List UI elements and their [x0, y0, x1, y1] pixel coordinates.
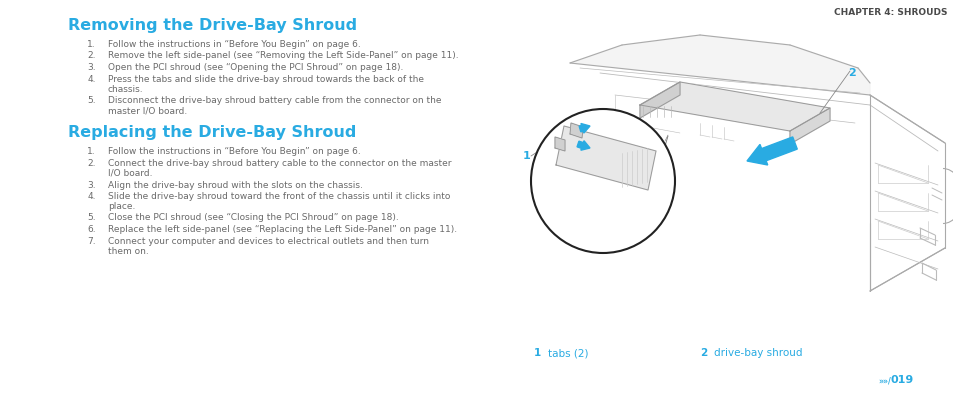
Text: Press the tabs and slide the drive-bay shroud towards the back of the: Press the tabs and slide the drive-bay s…	[108, 75, 423, 83]
Text: 6.: 6.	[88, 225, 96, 234]
Text: 4.: 4.	[88, 75, 96, 83]
Polygon shape	[639, 82, 679, 118]
FancyArrow shape	[746, 137, 797, 165]
Text: Slide the drive-bay shroud toward the front of the chassis until it clicks into: Slide the drive-bay shroud toward the fr…	[108, 192, 450, 201]
Text: I/O board.: I/O board.	[108, 169, 152, 178]
Text: Removing the Drive-Bay Shroud: Removing the Drive-Bay Shroud	[68, 18, 356, 33]
Text: 3.: 3.	[88, 181, 96, 189]
Text: Follow the instructions in “Before You Begin” on page 6.: Follow the instructions in “Before You B…	[108, 40, 360, 49]
Text: CHAPTER 4: SHROUDS: CHAPTER 4: SHROUDS	[834, 8, 947, 17]
Text: Close the PCI shroud (see “Closing the PCI Shroud” on page 18).: Close the PCI shroud (see “Closing the P…	[108, 214, 398, 222]
Text: Disconnect the drive-bay shroud battery cable from the connector on the: Disconnect the drive-bay shroud battery …	[108, 96, 441, 105]
Text: Replace the left side-panel (see “Replacing the Left Side-Panel” on page 11).: Replace the left side-panel (see “Replac…	[108, 225, 456, 234]
Text: 1.: 1.	[88, 147, 96, 156]
Text: 7.: 7.	[88, 237, 96, 245]
Polygon shape	[639, 82, 829, 131]
Text: drive-bay shroud: drive-bay shroud	[713, 348, 801, 358]
Text: 2.: 2.	[88, 159, 96, 168]
Polygon shape	[569, 123, 582, 138]
Polygon shape	[556, 126, 656, 190]
Text: 2: 2	[847, 68, 855, 78]
Circle shape	[531, 109, 675, 253]
Text: 1: 1	[521, 151, 530, 161]
Text: Replacing the Drive-Bay Shroud: Replacing the Drive-Bay Shroud	[68, 125, 356, 141]
Text: them on.: them on.	[108, 247, 149, 256]
FancyArrow shape	[577, 141, 589, 150]
Text: Connect your computer and devices to electrical outlets and then turn: Connect your computer and devices to ele…	[108, 237, 429, 245]
Text: 1.: 1.	[88, 40, 96, 49]
Text: 5.: 5.	[88, 214, 96, 222]
Text: 019: 019	[890, 375, 913, 385]
Text: master I/O board.: master I/O board.	[108, 106, 187, 115]
Text: Connect the drive-bay shroud battery cable to the connector on the master: Connect the drive-bay shroud battery cab…	[108, 159, 451, 168]
Text: 4.: 4.	[88, 192, 96, 201]
Text: Follow the instructions in “Before You Begin” on page 6.: Follow the instructions in “Before You B…	[108, 147, 360, 156]
Text: chassis.: chassis.	[108, 85, 144, 93]
Text: tabs (2): tabs (2)	[547, 348, 588, 358]
Polygon shape	[569, 35, 869, 95]
Text: 5.: 5.	[88, 96, 96, 105]
Text: 2.: 2.	[88, 52, 96, 60]
Text: »»/: »»/	[877, 376, 890, 385]
Polygon shape	[555, 137, 564, 151]
Text: Align the drive-bay shroud with the slots on the chassis.: Align the drive-bay shroud with the slot…	[108, 181, 362, 189]
Text: Open the PCI shroud (see “Opening the PCI Shroud” on page 18).: Open the PCI shroud (see “Opening the PC…	[108, 63, 403, 72]
Text: 3.: 3.	[88, 63, 96, 72]
Text: 2: 2	[700, 348, 706, 358]
Text: 1: 1	[534, 348, 540, 358]
Text: place.: place.	[108, 202, 135, 211]
FancyArrow shape	[578, 123, 589, 133]
Text: Remove the left side-panel (see “Removing the Left Side-Panel” on page 11).: Remove the left side-panel (see “Removin…	[108, 52, 458, 60]
Polygon shape	[789, 108, 829, 144]
